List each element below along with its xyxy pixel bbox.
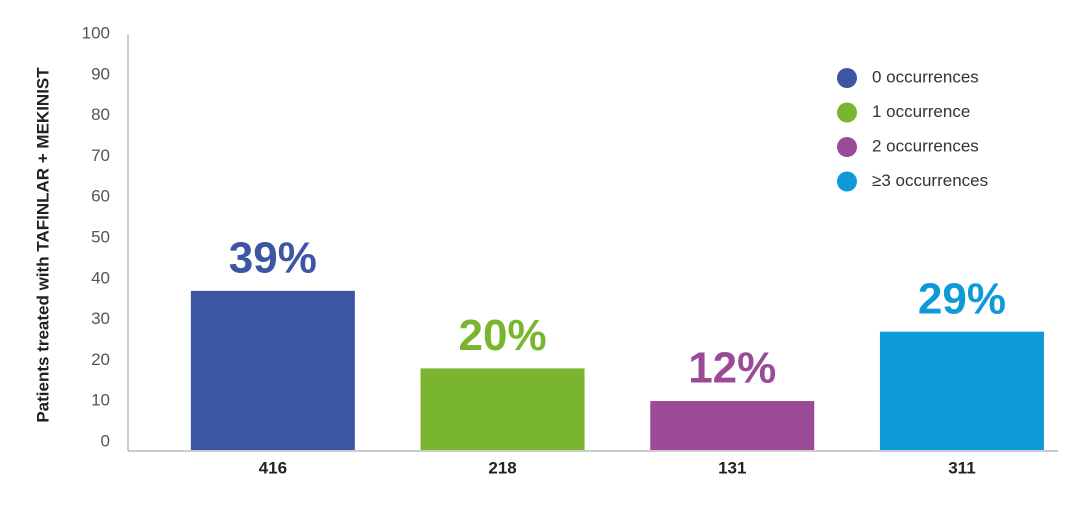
y-axis-label: Patients treated with TAFINLAR + MEKINIS…	[33, 67, 52, 423]
y-tick-label: 20	[91, 350, 110, 369]
y-tick-label: 40	[91, 268, 110, 287]
bar	[420, 368, 585, 450]
value-label: 12%	[688, 344, 776, 393]
x-tick-label: 218	[488, 458, 516, 477]
bar	[650, 401, 815, 450]
bar	[190, 290, 355, 450]
legend-label: 0 occurrences	[872, 67, 979, 86]
legend-swatch	[837, 102, 857, 123]
legend-swatch	[837, 137, 857, 157]
y-tick-label: 70	[91, 146, 110, 165]
y-tick-label: 90	[91, 64, 110, 83]
x-tick-label: 311	[948, 458, 975, 477]
legend-swatch	[837, 171, 857, 192]
value-label: 29%	[918, 274, 1006, 323]
y-tick-label: 80	[91, 105, 110, 124]
y-tick-label: 30	[91, 309, 110, 328]
y-tick-label: 100	[82, 23, 110, 42]
y-tick-label: 50	[91, 227, 110, 246]
y-tick-label: 60	[91, 187, 110, 206]
legend-label: ≥3 occurrences	[872, 171, 988, 190]
y-tick-label: 10	[91, 391, 110, 410]
x-tick-label: 131	[718, 458, 746, 477]
value-label: 20%	[459, 311, 547, 360]
legend-label: 1 occurrence	[872, 102, 970, 121]
x-tick-label: 416	[259, 458, 287, 477]
bar	[879, 331, 1044, 450]
y-tick-label: 0	[101, 431, 110, 450]
value-label: 39%	[229, 234, 317, 283]
legend-label: 2 occurrences	[872, 136, 979, 155]
legend-swatch	[837, 68, 857, 88]
